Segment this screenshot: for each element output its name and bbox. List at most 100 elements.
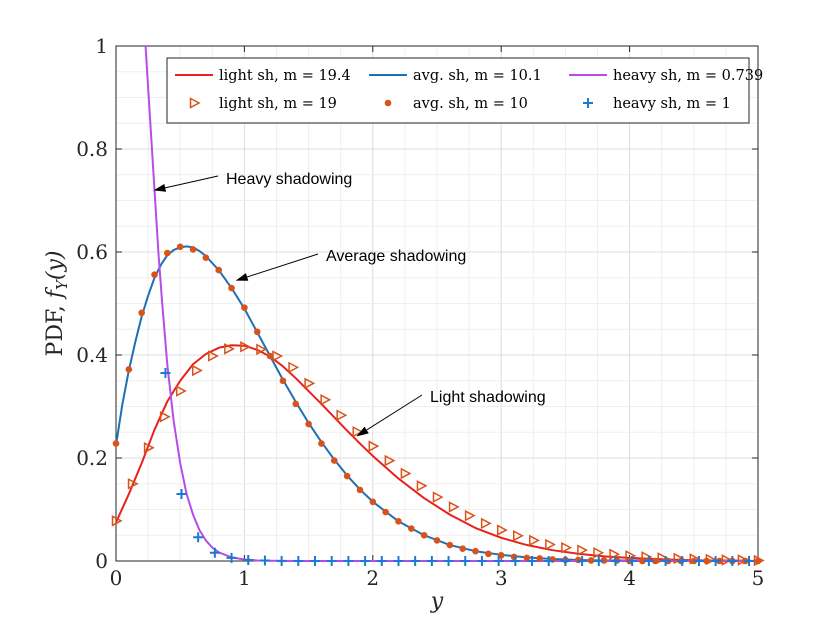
- annotation-arrow: [153, 175, 219, 192]
- annotation-1: Average shadowing: [235, 248, 466, 281]
- y-tick-label: 0.4: [76, 343, 108, 367]
- dot-marker: [356, 486, 364, 494]
- x-tick-label: 5: [752, 566, 765, 590]
- y-axis-label: PDF, fY(y): [43, 251, 71, 357]
- x-tick-label: 4: [623, 566, 636, 590]
- triangle-marker: [175, 385, 187, 397]
- dot-marker: [459, 545, 466, 552]
- legend-plus-swatch: [583, 98, 593, 108]
- plus-marker: [243, 554, 254, 565]
- triangle-marker: [480, 517, 492, 530]
- dot-marker: [164, 249, 171, 257]
- dot-marker: [703, 557, 710, 565]
- plus-marker: [560, 556, 571, 566]
- dot-marker: [318, 440, 325, 447]
- series-0: [115, 344, 759, 562]
- dot-marker: [292, 400, 300, 408]
- dot-marker: [138, 309, 145, 317]
- dot-marker: [189, 246, 197, 253]
- dot-marker: [600, 557, 608, 564]
- plus-marker: [426, 556, 437, 566]
- plus-marker: [627, 556, 638, 566]
- dot-marker: [523, 554, 531, 562]
- dot-marker: [510, 553, 518, 561]
- plus-marker: [543, 556, 554, 566]
- triangle-marker: [577, 544, 589, 556]
- annotation-text: Average shadowing: [326, 248, 466, 265]
- y-axis-label-prefix: PDF,: [43, 298, 68, 356]
- triangle-marker: [159, 411, 171, 423]
- dot-marker: [112, 440, 120, 447]
- annotation-text: Light shadowing: [430, 389, 546, 406]
- legend-label: light sh, m = 19.4: [219, 68, 351, 84]
- plus-marker: [259, 555, 270, 566]
- legend-entry-3: light sh, m = 19: [189, 96, 337, 112]
- dot-marker: [305, 420, 312, 428]
- legend-label: avg. sh, m = 10: [413, 96, 528, 112]
- dot-marker: [574, 556, 582, 564]
- triangle-marker: [288, 361, 300, 374]
- y-axis-label-arg: (y): [43, 251, 68, 281]
- legend-dot-swatch: [384, 99, 392, 107]
- plus-marker: [593, 556, 604, 566]
- legend-label: light sh, m = 19: [219, 96, 337, 112]
- y-tick-label: 0.6: [76, 240, 108, 264]
- plus-marker: [226, 552, 237, 563]
- dot-marker: [151, 271, 158, 278]
- series-2: [144, 45, 758, 562]
- plus-marker: [376, 556, 387, 566]
- dot-marker: [408, 525, 415, 532]
- legend-label: heavy sh, m = 1: [613, 96, 731, 112]
- plus-marker: [360, 556, 371, 566]
- plus-marker: [193, 532, 204, 543]
- y-tick-label: 1: [95, 34, 108, 58]
- triangle-marker: [368, 440, 380, 452]
- y-tick-label: 0.2: [76, 446, 108, 470]
- triangle-marker: [384, 454, 396, 467]
- plus-marker: [343, 556, 354, 566]
- annotation-arrow: [356, 394, 423, 437]
- dot-marker: [343, 472, 351, 480]
- dot-marker: [639, 557, 646, 565]
- plus-marker: [310, 556, 321, 566]
- dot-marker: [651, 557, 659, 565]
- plus-marker: [510, 556, 521, 566]
- legend-label: heavy sh, m = 0.739: [613, 68, 763, 84]
- plus-marker: [693, 556, 704, 566]
- plus-marker: [410, 556, 421, 566]
- triangle-marker: [561, 541, 573, 554]
- series-5: [160, 368, 755, 566]
- triangle-marker: [208, 350, 219, 362]
- dot-marker: [536, 555, 544, 562]
- dot-marker: [125, 366, 133, 373]
- dot-marker: [228, 284, 235, 292]
- plus-marker: [710, 556, 721, 566]
- dot-marker: [202, 254, 210, 261]
- plus-marker: [493, 556, 504, 566]
- legend: light sh, m = 19.4 avg. sh, m = 10.1 heavy…: [166, 57, 763, 124]
- plus-marker: [160, 368, 171, 379]
- triangle-marker: [593, 547, 605, 559]
- triangle-marker: [240, 341, 252, 353]
- dot-marker: [485, 550, 492, 558]
- plus-marker: [643, 556, 654, 566]
- y-tick-label: 0.8: [76, 137, 108, 161]
- dot-marker: [253, 328, 261, 336]
- triangle-marker: [641, 551, 653, 563]
- dot-marker: [587, 557, 595, 564]
- annotations: Heavy shadowing Average shadowing Light sh…: [153, 171, 546, 437]
- triangle-marker: [304, 377, 316, 390]
- triangle-marker: [496, 524, 508, 536]
- triangle-marker: [320, 394, 332, 406]
- plus-marker: [677, 556, 688, 566]
- plus-marker: [393, 556, 404, 566]
- dot-marker: [176, 243, 184, 251]
- dot-marker: [241, 304, 248, 311]
- legend-entry-2: heavy sh, m = 0.739: [569, 68, 763, 84]
- legend-triangle-swatch: [189, 97, 201, 109]
- series-layer: [111, 45, 765, 567]
- triangle-marker: [224, 343, 235, 355]
- dot-marker: [472, 547, 479, 555]
- plus-marker: [527, 556, 538, 566]
